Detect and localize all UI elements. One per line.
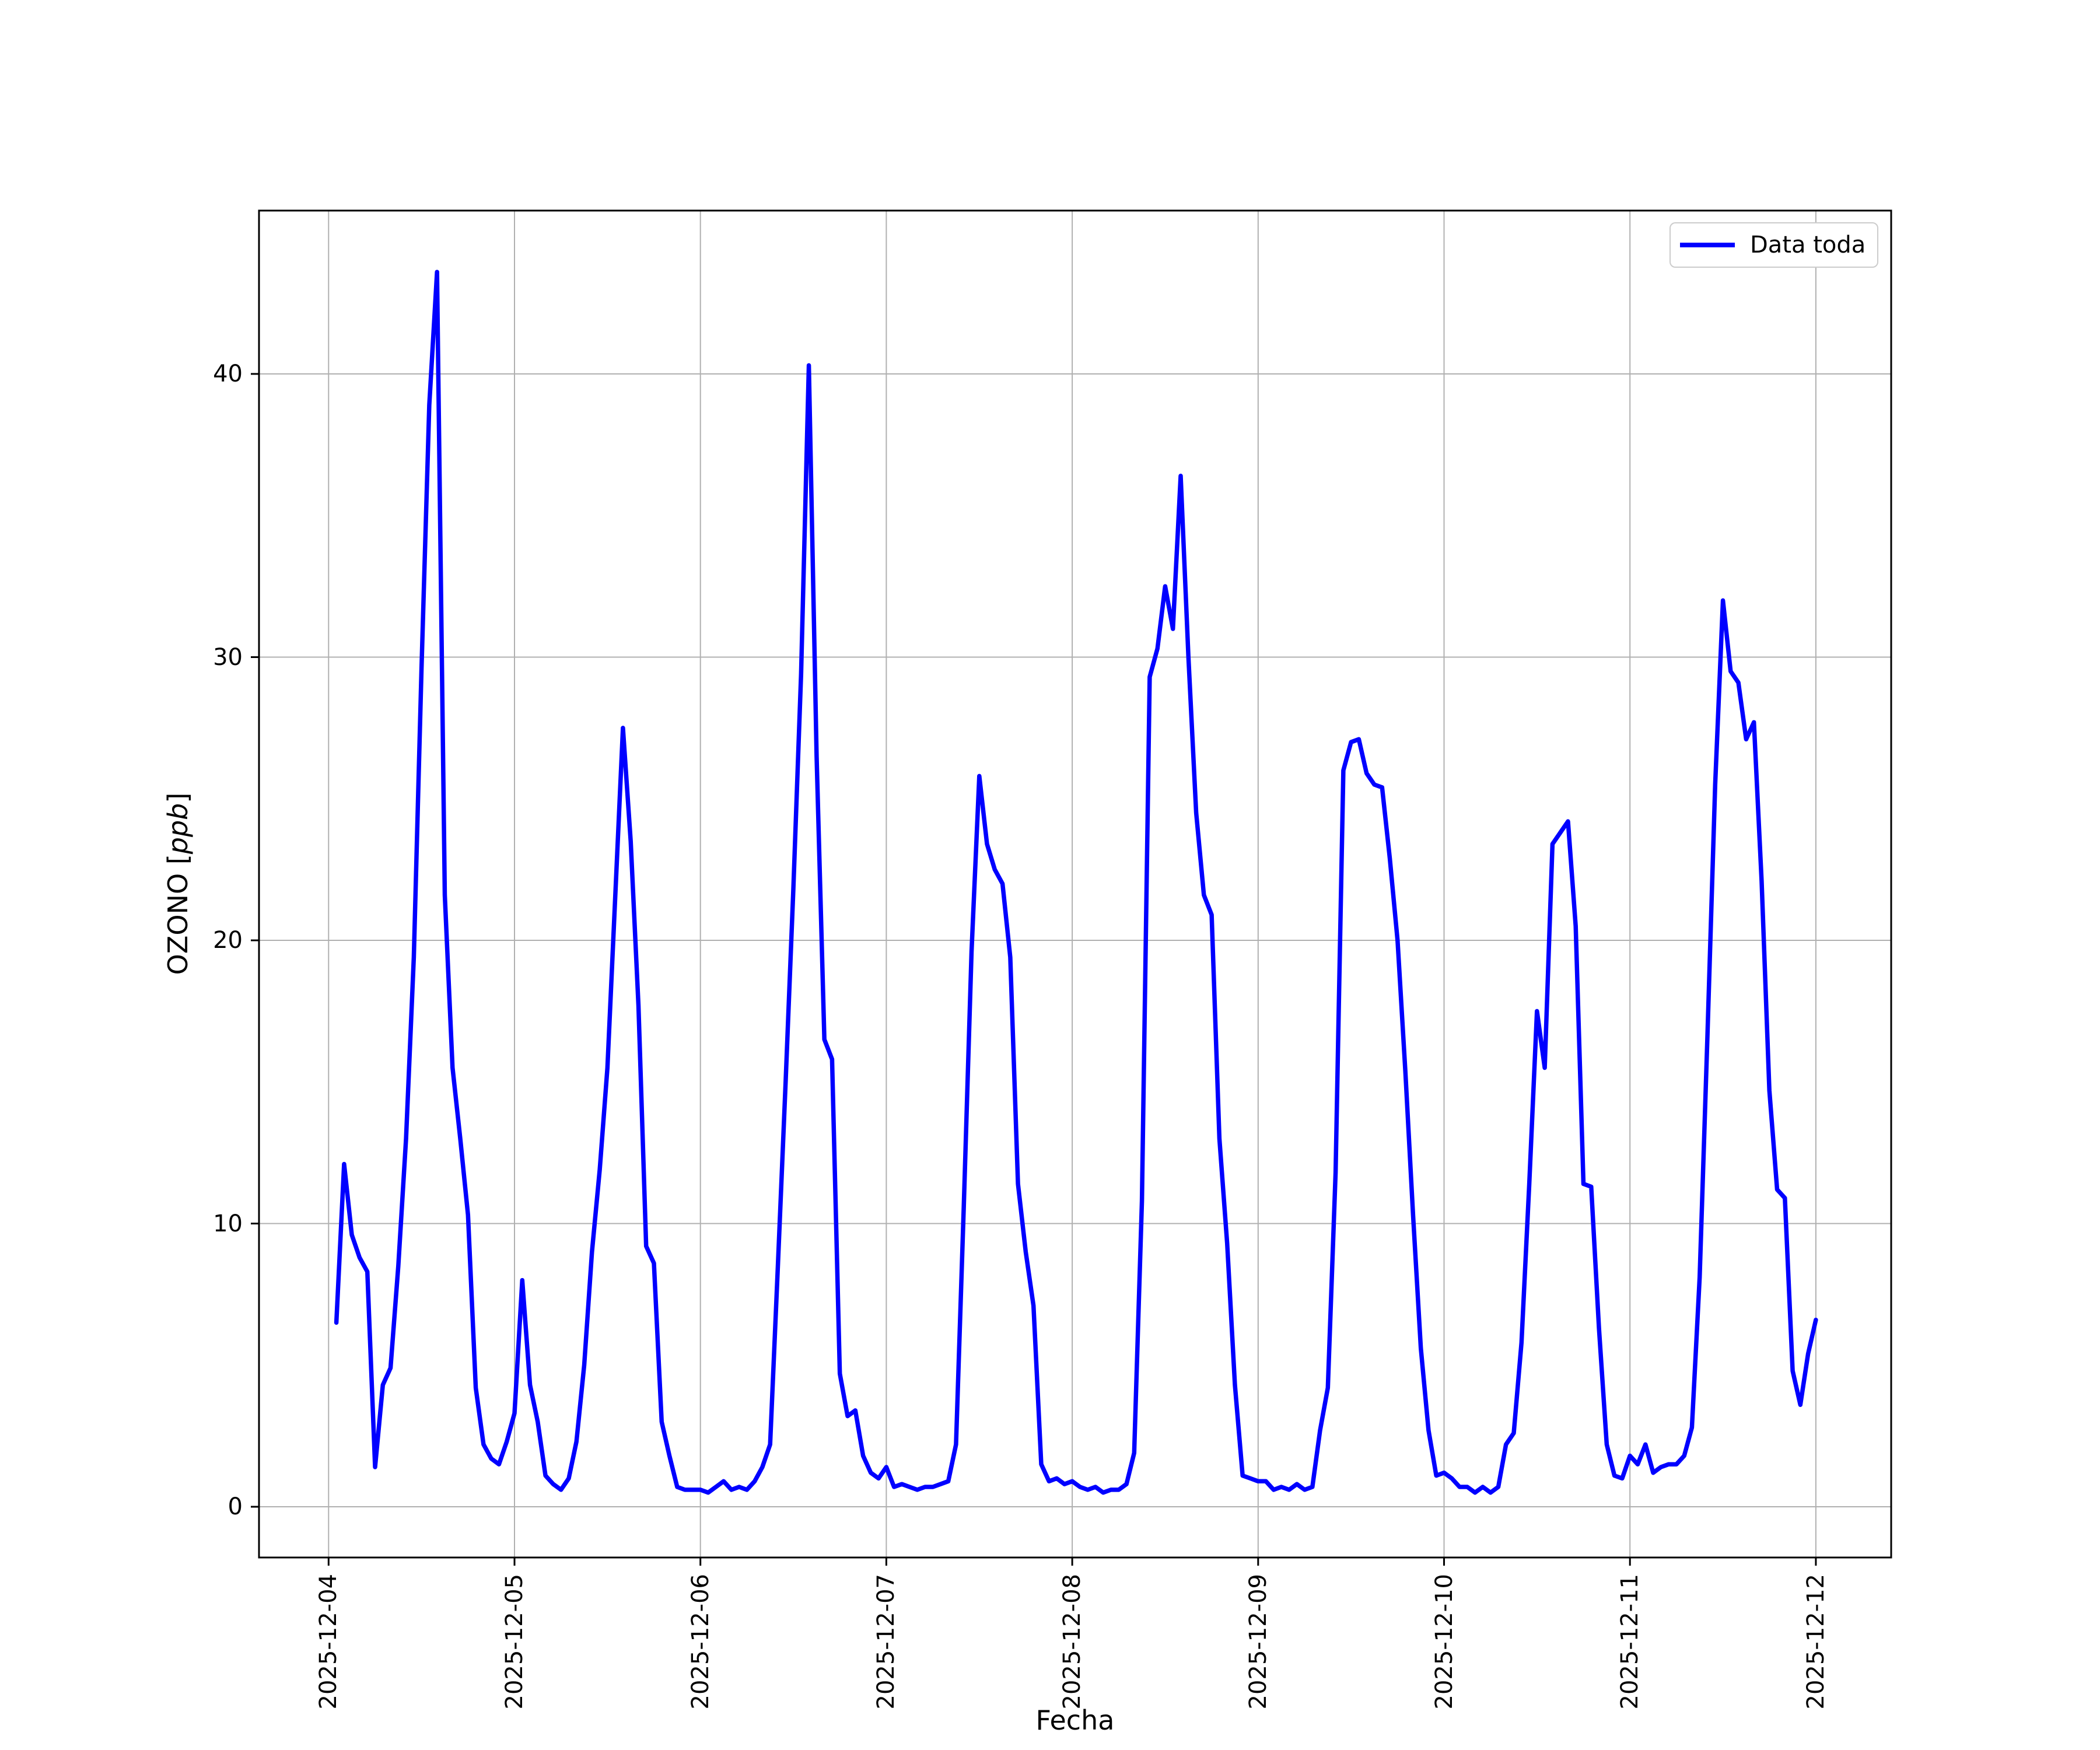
x-tick-label-2025-12-05: 2025-12-05	[501, 1574, 528, 1710]
y-axis-label-suffix: ]	[162, 792, 194, 803]
y-axis-label-units: ppb	[162, 803, 194, 855]
x-tick-label-2025-12-10: 2025-12-10	[1430, 1574, 1458, 1710]
x-tick-label-2025-12-12: 2025-12-12	[1802, 1574, 1829, 1710]
legend: Data toda	[1670, 222, 1878, 268]
x-tick-label-2025-12-11: 2025-12-11	[1616, 1574, 1644, 1710]
y-tick-label-10: 10	[213, 1210, 243, 1237]
x-axis-label: Fecha	[1035, 1704, 1115, 1736]
x-tick-label-2025-12-09: 2025-12-09	[1244, 1574, 1272, 1710]
x-tick-label-2025-12-07: 2025-12-07	[873, 1574, 900, 1710]
legend-label: Data toda	[1750, 232, 1866, 258]
y-tick-label-0: 0	[228, 1493, 243, 1520]
y-axis-label-prefix: OZONO [	[162, 854, 194, 975]
legend-line-sample	[1680, 243, 1735, 247]
plot-area	[259, 211, 1891, 1558]
x-tick-label-2025-12-04: 2025-12-04	[315, 1574, 342, 1710]
x-tick-label-2025-12-08: 2025-12-08	[1059, 1574, 1086, 1710]
x-tick-label-2025-12-06: 2025-12-06	[687, 1574, 714, 1710]
axes-spines	[258, 209, 1892, 1559]
y-tick-label-20: 20	[213, 927, 243, 954]
y-axis-label: OZONO [ppb]	[162, 793, 194, 975]
y-tick-label-40: 40	[213, 360, 243, 387]
y-tick-label-30: 30	[213, 643, 243, 671]
data-line-data-toda	[334, 270, 1818, 1495]
